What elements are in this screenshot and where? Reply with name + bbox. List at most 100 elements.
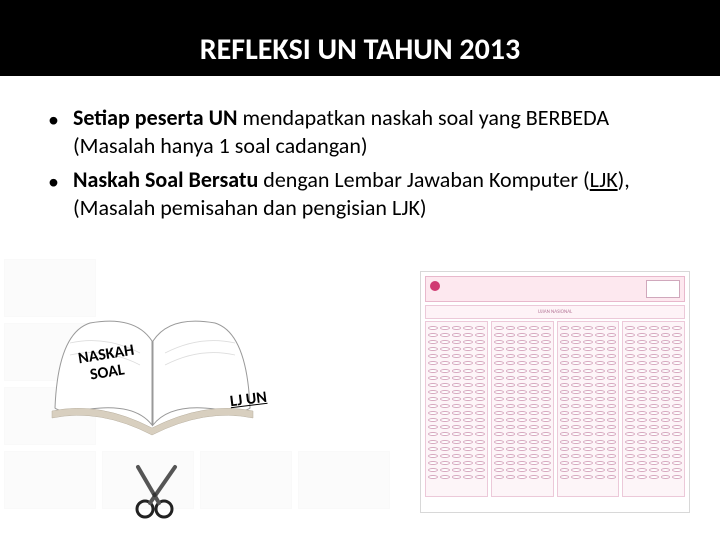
- bubble-row: [492, 454, 553, 460]
- bubble-row: [623, 361, 684, 367]
- bubble-row: [623, 411, 684, 417]
- bullet-list: • Setiap peserta UN mendapatkan naskah s…: [0, 76, 720, 223]
- bubble-row: [623, 461, 684, 467]
- bubble-row: [492, 432, 553, 438]
- bubble-row: [492, 347, 553, 353]
- bubble-row: [426, 425, 487, 431]
- bubble-row: [426, 390, 487, 396]
- bullet-underline: LJK: [590, 166, 618, 193]
- bg-thumbnail: [298, 451, 390, 509]
- lower-graphics: NASKAH SOAL LJ UN UJIAN NASIONAL: [0, 275, 720, 540]
- bubble-row: [558, 468, 619, 474]
- bg-thumbnail: [200, 451, 292, 509]
- bubble-row: [492, 361, 553, 367]
- bullet-item: • Setiap peserta UN mendapatkan naskah s…: [48, 104, 672, 160]
- bullet-paren: (Masalah pemisahan dan pengisian LJK): [73, 194, 427, 221]
- bullet-bold: Naskah Soal Bersatu: [73, 166, 258, 193]
- bubble-row: [558, 354, 619, 360]
- bubble-row: [558, 447, 619, 453]
- bubble-row: [623, 447, 684, 453]
- bubble-row: [492, 326, 553, 332]
- bubble-row: [426, 475, 487, 481]
- bubble-row: [492, 425, 553, 431]
- bubble-row: [623, 354, 684, 360]
- bubble-row: [558, 326, 619, 332]
- sheet-logo-dot: [430, 281, 440, 291]
- bubble-row: [426, 369, 487, 375]
- bubble-row: [426, 340, 487, 346]
- bubble-row: [426, 347, 487, 353]
- bubble-row: [492, 411, 553, 417]
- bubble-row: [623, 404, 684, 410]
- bubble-row: [492, 354, 553, 360]
- bubble-row: [558, 411, 619, 417]
- bubble-row: [558, 425, 619, 431]
- bubble-row: [426, 447, 487, 453]
- bubble-row: [492, 461, 553, 467]
- bubble-row: [426, 418, 487, 424]
- bubble-row: [623, 340, 684, 346]
- bubble-row: [558, 404, 619, 410]
- bg-thumbnail: [4, 451, 96, 509]
- bubble-row: [426, 468, 487, 474]
- bubble-row: [426, 397, 487, 403]
- sheet-column: [622, 321, 685, 497]
- bubble-row: [558, 361, 619, 367]
- sheet-subtitle: UJIAN NASIONAL: [425, 305, 685, 319]
- bubble-row: [558, 333, 619, 339]
- bubble-row: [492, 390, 553, 396]
- answer-sheet-graphic: UJIAN NASIONAL: [420, 271, 690, 513]
- bullet-span: mendapatkan naskah soal yang BERBEDA: [237, 104, 609, 131]
- bubble-row: [623, 418, 684, 424]
- bubble-row: [426, 432, 487, 438]
- bubble-row: [623, 333, 684, 339]
- bubble-row: [623, 475, 684, 481]
- bubble-row: [558, 475, 619, 481]
- bubble-row: [558, 454, 619, 460]
- bubble-row: [492, 468, 553, 474]
- bubble-row: [426, 411, 487, 417]
- bubble-row: [558, 340, 619, 346]
- bullet-text: Setiap peserta UN mendapatkan naskah soa…: [73, 104, 672, 160]
- bubble-row: [492, 475, 553, 481]
- bubble-row: [492, 397, 553, 403]
- bullet-bold: Setiap peserta UN: [73, 104, 238, 131]
- bullet-item: • Naskah Soal Bersatu dengan Lembar Jawa…: [48, 166, 672, 222]
- bubble-row: [623, 432, 684, 438]
- scissors-icon: [130, 461, 190, 521]
- bubble-row: [426, 326, 487, 332]
- slide-title: REFLEKSI UN TAHUN 2013: [200, 31, 520, 68]
- bullet-text: Naskah Soal Bersatu dengan Lembar Jawaba…: [73, 166, 672, 222]
- title-bar: REFLEKSI UN TAHUN 2013: [0, 0, 720, 76]
- bubble-row: [492, 418, 553, 424]
- bubble-row: [623, 390, 684, 396]
- bubble-row: [426, 461, 487, 467]
- bubble-row: [623, 376, 684, 382]
- bubble-row: [426, 404, 487, 410]
- bubble-row: [623, 397, 684, 403]
- bubble-row: [426, 383, 487, 389]
- bubble-row: [558, 440, 619, 446]
- bubble-row: [492, 440, 553, 446]
- bubble-row: [558, 461, 619, 467]
- bubble-row: [623, 454, 684, 460]
- sheet-column: [491, 321, 554, 497]
- bubble-row: [623, 425, 684, 431]
- bullet-dot: •: [48, 168, 59, 195]
- bubble-row: [558, 390, 619, 396]
- bubble-row: [558, 369, 619, 375]
- bubble-row: [623, 468, 684, 474]
- sheet-header-box: [646, 280, 680, 298]
- bubble-row: [426, 333, 487, 339]
- bubble-row: [558, 397, 619, 403]
- bubble-row: [492, 404, 553, 410]
- bubble-row: [558, 418, 619, 424]
- bubble-row: [426, 454, 487, 460]
- book-icon: [40, 293, 265, 443]
- bubble-row: [492, 333, 553, 339]
- sheet-header: [425, 276, 685, 302]
- bubble-row: [558, 383, 619, 389]
- bubble-row: [426, 361, 487, 367]
- sheet-grid: [425, 321, 685, 497]
- bubble-row: [558, 376, 619, 382]
